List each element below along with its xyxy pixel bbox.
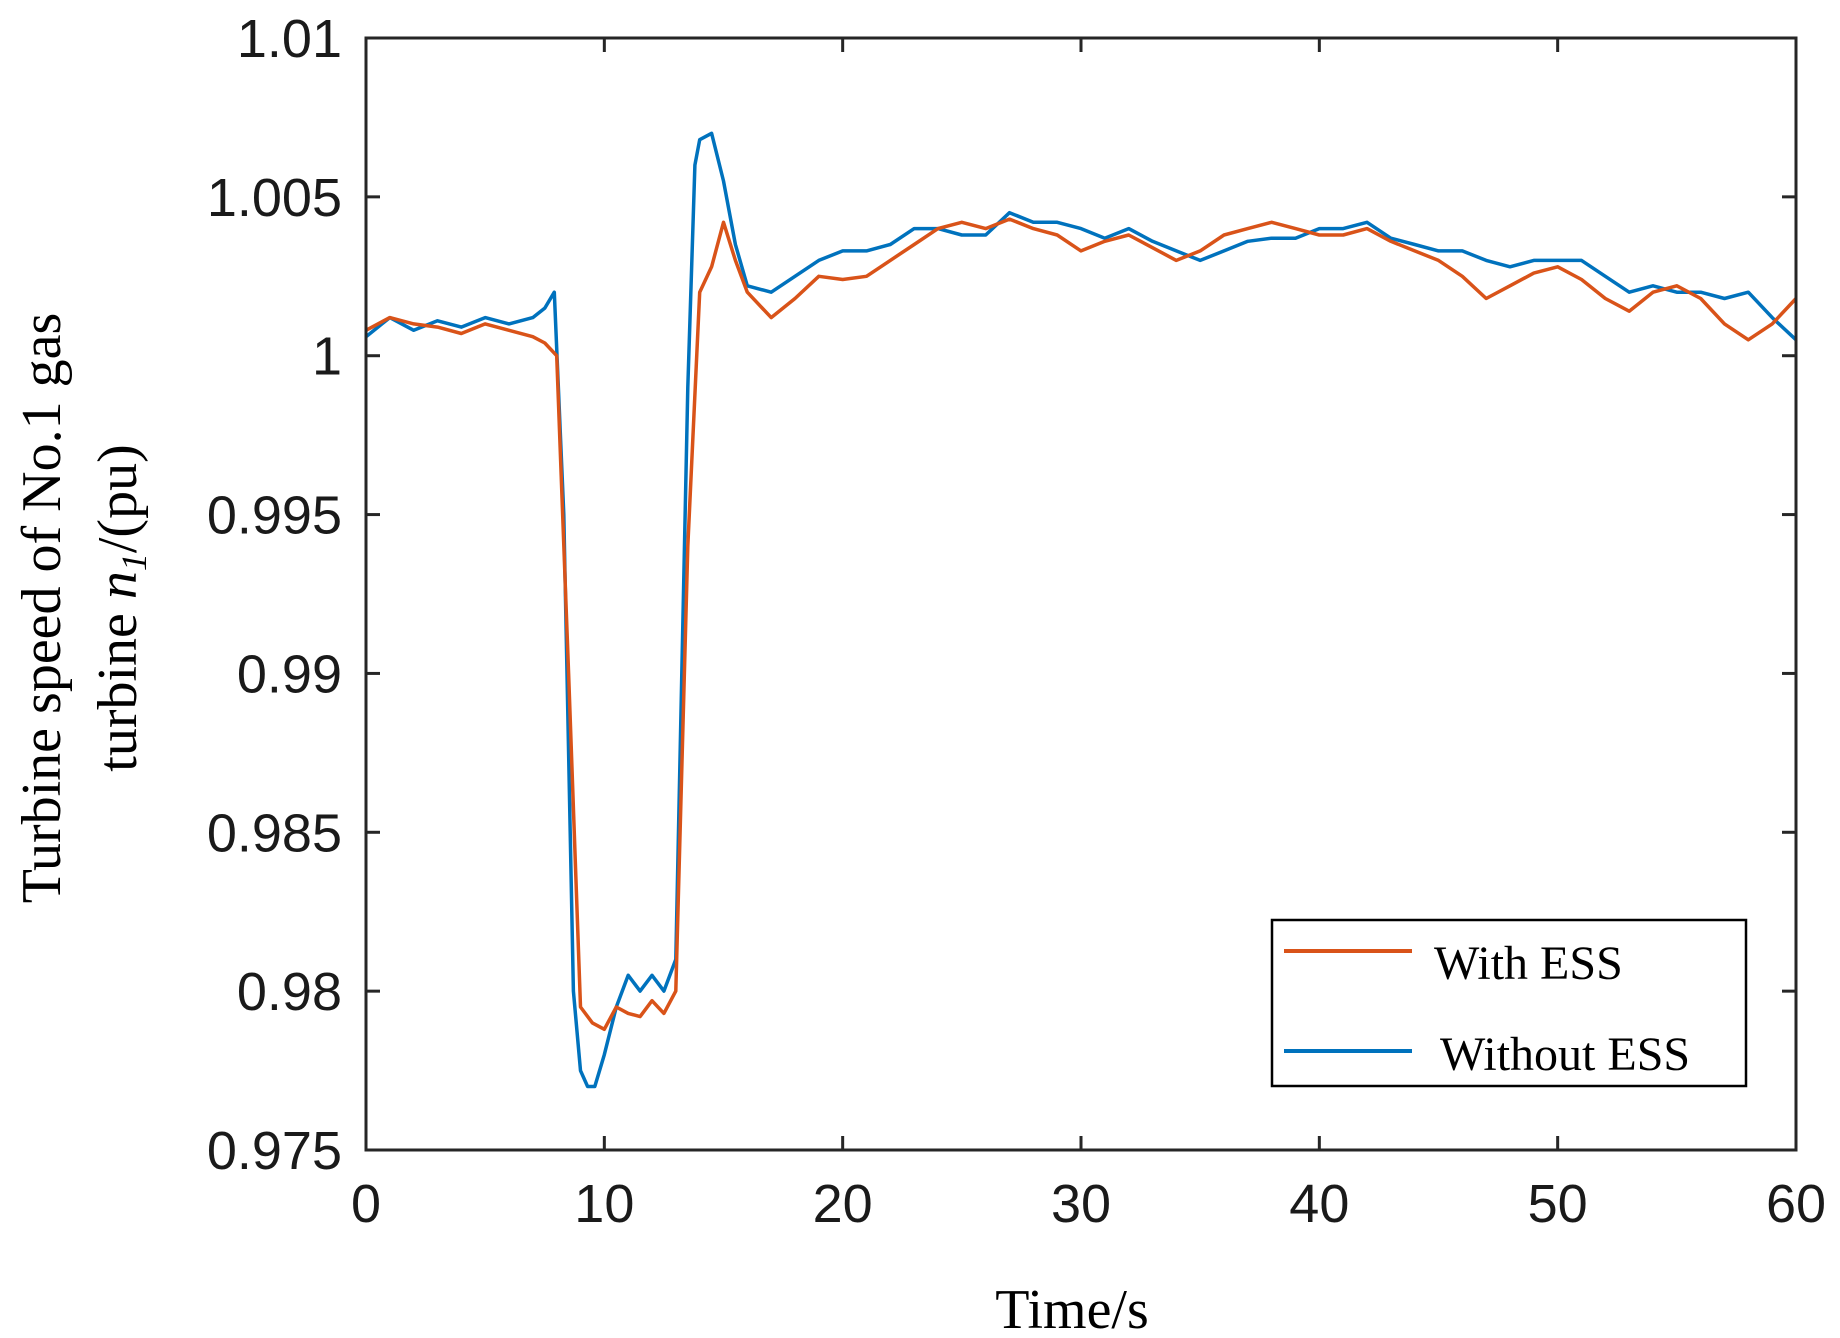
y-axis-tick-labels: 0.975 0.98 0.985 0.99 0.995 1 1.005 1.01 [207,9,342,1181]
y-tick-label: 0.99 [237,644,342,704]
x-axis-title: Time/s [995,1279,1149,1338]
y-axis-title-suffix: /(pu) [87,444,149,553]
y-tick-label: 0.975 [207,1121,342,1181]
x-tick-label: 60 [1766,1174,1826,1234]
x-axis-tick-labels: 0 10 20 30 40 50 60 [351,1174,1826,1234]
y-tick-label: 1 [312,327,342,387]
legend: With ESS Without ESS [1270,918,1748,1088]
x-tick-label: 30 [1051,1174,1111,1234]
x-tick-label: 0 [351,1174,381,1234]
series-line-with-ess [365,217,1798,1032]
series-layer [364,131,1798,1089]
legend-box [1270,918,1748,1088]
y-tick-label: 1.01 [237,9,342,69]
plot-area-frame [364,36,1798,1152]
y-axis-title-line-1: Turbine speed of No.1 gas [11,313,73,904]
x-tick-label: 40 [1289,1174,1349,1234]
x-tick-label: 10 [574,1174,634,1234]
y-tick-label: 0.985 [207,803,342,863]
y-tick-label: 1.005 [207,168,342,228]
y-tick-label: 0.995 [207,486,342,546]
legend-label-with-ess: With ESS [1434,937,1623,990]
x-tick-label: 20 [813,1174,873,1234]
y-axis-title-line-2: turbine n1/(pu) [87,444,154,771]
y-tick-label: 0.98 [237,962,342,1022]
y-axis-title-symbol: n [87,571,149,599]
x-tick-label: 50 [1528,1174,1588,1234]
y-axis-title-subscript: 1 [114,553,154,571]
y-axis-title-prefix: turbine [87,599,149,772]
legend-label-without-ess: Without ESS [1440,1028,1690,1081]
